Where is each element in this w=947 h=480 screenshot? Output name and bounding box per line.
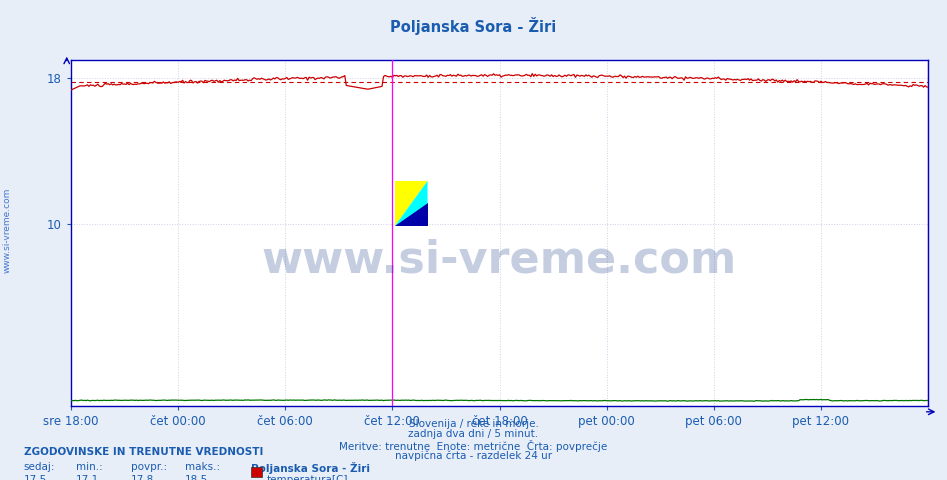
- Text: Poljanska Sora - Žiri: Poljanska Sora - Žiri: [251, 462, 370, 474]
- Text: 17,8: 17,8: [131, 475, 154, 480]
- Text: Slovenija / reke in morje.: Slovenija / reke in morje.: [408, 419, 539, 429]
- Text: 18,5: 18,5: [185, 475, 208, 480]
- Text: min.:: min.:: [76, 462, 102, 472]
- Text: maks.:: maks.:: [185, 462, 220, 472]
- Text: ZGODOVINSKE IN TRENUTNE VREDNOSTI: ZGODOVINSKE IN TRENUTNE VREDNOSTI: [24, 447, 263, 457]
- Polygon shape: [395, 181, 427, 226]
- Text: sedaj:: sedaj:: [24, 462, 55, 472]
- Text: Poljanska Sora - Žiri: Poljanska Sora - Žiri: [390, 17, 557, 35]
- Text: zadnja dva dni / 5 minut.: zadnja dva dni / 5 minut.: [408, 429, 539, 439]
- Text: 17,5: 17,5: [24, 475, 47, 480]
- Text: navpična črta - razdelek 24 ur: navpična črta - razdelek 24 ur: [395, 450, 552, 461]
- Text: povpr.:: povpr.:: [131, 462, 167, 472]
- Text: www.si-vreme.com: www.si-vreme.com: [3, 188, 12, 273]
- Polygon shape: [395, 181, 427, 226]
- Text: Meritve: trenutne  Enote: metrične  Črta: povprečje: Meritve: trenutne Enote: metrične Črta: …: [339, 440, 608, 452]
- Text: www.si-vreme.com: www.si-vreme.com: [262, 239, 737, 282]
- Polygon shape: [395, 204, 427, 226]
- Text: 17,1: 17,1: [76, 475, 99, 480]
- Text: temperatura[C]: temperatura[C]: [267, 475, 348, 480]
